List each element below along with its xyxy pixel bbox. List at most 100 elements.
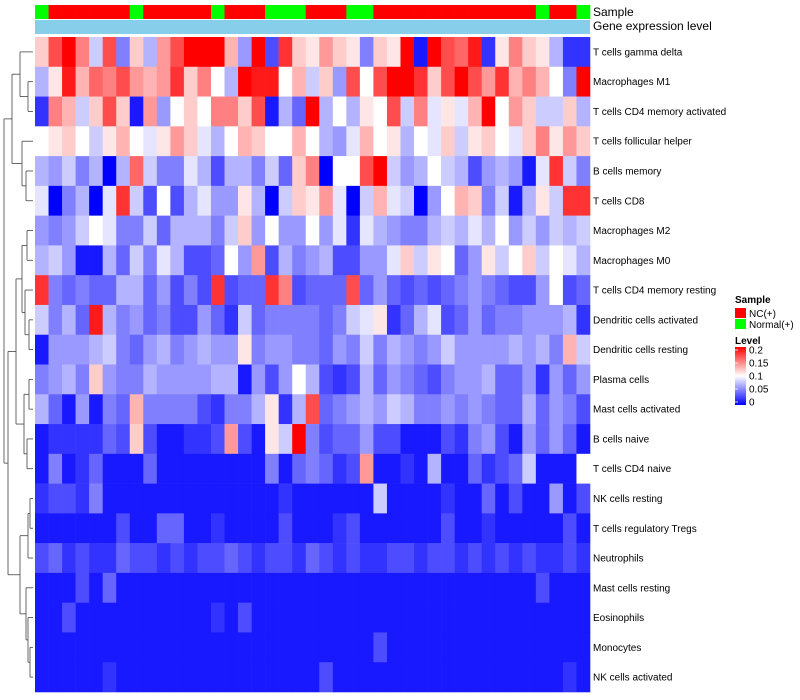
heatmap-cell	[75, 96, 90, 127]
heatmap-cell	[75, 364, 90, 395]
heatmap-cell	[251, 126, 266, 157]
heatmap-cell	[535, 543, 550, 574]
heatmap-cell	[481, 632, 496, 663]
sample-annotation-cell	[359, 5, 374, 19]
heatmap-cell	[278, 394, 293, 425]
sample-annotation-cell	[251, 5, 266, 19]
heatmap-cell	[305, 543, 320, 574]
heatmap-cell	[35, 245, 49, 276]
heatmap-cell	[576, 394, 591, 425]
heatmap-cell	[305, 156, 320, 187]
heatmap-cell	[332, 543, 347, 574]
sample-annotation-cell	[35, 5, 49, 19]
heatmap-cell	[576, 543, 591, 574]
heatmap-cell	[156, 275, 171, 306]
heatmap-cell	[62, 156, 76, 187]
heatmap-cell	[319, 364, 334, 395]
heatmap-cell	[143, 394, 158, 425]
heatmap-cell	[468, 126, 483, 157]
heatmap-cell	[373, 364, 388, 395]
heatmap-cell	[414, 66, 428, 97]
heatmap-cell	[238, 37, 252, 68]
heatmap-cell	[89, 632, 103, 663]
heatmap-cell	[75, 394, 90, 425]
heatmap-cell	[210, 572, 225, 603]
heatmap-cell	[359, 96, 374, 127]
heatmap-cell	[210, 543, 225, 574]
heatmap-cell	[373, 215, 388, 246]
heatmap-cell	[468, 513, 483, 544]
heatmap-cell	[522, 215, 537, 246]
heatmap-cell	[427, 572, 442, 603]
level-legend-gradient	[735, 347, 746, 405]
heatmap-cell	[427, 275, 442, 306]
heatmap-cell	[89, 126, 103, 157]
heatmap-cell	[468, 394, 483, 425]
heatmap-cell	[562, 96, 577, 127]
heatmap-cell	[346, 215, 361, 246]
heatmap-cell	[210, 513, 225, 544]
heatmap-cell	[102, 572, 117, 603]
heatmap-cell	[319, 662, 334, 693]
heatmap-cell	[549, 364, 564, 395]
heatmap-cell	[210, 304, 225, 336]
level-legend-tick-label: 0.1	[749, 372, 763, 383]
heatmap-cell	[386, 215, 401, 246]
heatmap-cell	[102, 304, 117, 336]
heatmap-cell	[319, 96, 334, 127]
heatmap-cell	[373, 156, 388, 187]
heatmap-cell	[89, 156, 103, 187]
heatmap-cell	[102, 156, 117, 187]
heatmap-cell	[197, 37, 212, 68]
heatmap-cell	[292, 394, 307, 425]
heatmap-cell	[62, 364, 76, 395]
heatmap-cell	[346, 334, 361, 365]
heatmap-cell	[414, 572, 428, 603]
heatmap-cell	[332, 275, 347, 306]
heatmap-cell	[35, 275, 49, 306]
heatmap-cell	[468, 185, 483, 216]
heatmap-cell	[400, 572, 415, 603]
heatmap-cell	[224, 602, 239, 633]
heatmap-cell	[278, 37, 293, 68]
heatmap-cell	[156, 602, 171, 633]
heatmap-cell	[481, 334, 496, 365]
heatmap-cell	[414, 662, 428, 693]
heatmap-cell	[400, 662, 415, 693]
heatmap-cell	[562, 572, 577, 603]
row-label: NK cells resting	[593, 494, 662, 505]
heatmap-cell	[116, 156, 131, 187]
heatmap-cell	[305, 394, 320, 425]
heatmap-cell	[75, 156, 90, 187]
heatmap-cell	[522, 96, 537, 127]
heatmap-cell	[156, 96, 171, 127]
heatmap-cell	[332, 483, 347, 514]
heatmap-cell	[319, 245, 334, 276]
heatmap-cell	[400, 513, 415, 544]
heatmap-cell	[156, 215, 171, 246]
heatmap-cell	[481, 215, 496, 246]
heatmap-cell	[224, 453, 239, 484]
heatmap-cell	[400, 453, 415, 484]
heatmap-cell	[332, 572, 347, 603]
heatmap-cell	[508, 364, 523, 395]
heatmap-cell	[102, 483, 117, 514]
row-label: T cells regulatory Tregs	[593, 524, 697, 535]
heatmap-cell	[129, 453, 144, 484]
heatmap-cell	[562, 66, 577, 97]
heatmap-cell	[75, 215, 90, 246]
heatmap-cell	[386, 453, 401, 484]
heatmap-cell	[427, 66, 442, 97]
heatmap-cell	[210, 185, 225, 216]
heatmap-cell	[562, 215, 577, 246]
heatmap-cell	[75, 37, 90, 68]
heatmap-cell	[454, 275, 469, 306]
heatmap-cell	[75, 632, 90, 663]
heatmap-cell	[495, 245, 510, 276]
heatmap-cell	[224, 275, 239, 306]
heatmap-cell	[414, 126, 428, 157]
heatmap-cell	[508, 215, 523, 246]
heatmap-cell	[224, 543, 239, 574]
heatmap-cell	[48, 662, 63, 693]
sample-annotation-cell	[89, 5, 103, 19]
